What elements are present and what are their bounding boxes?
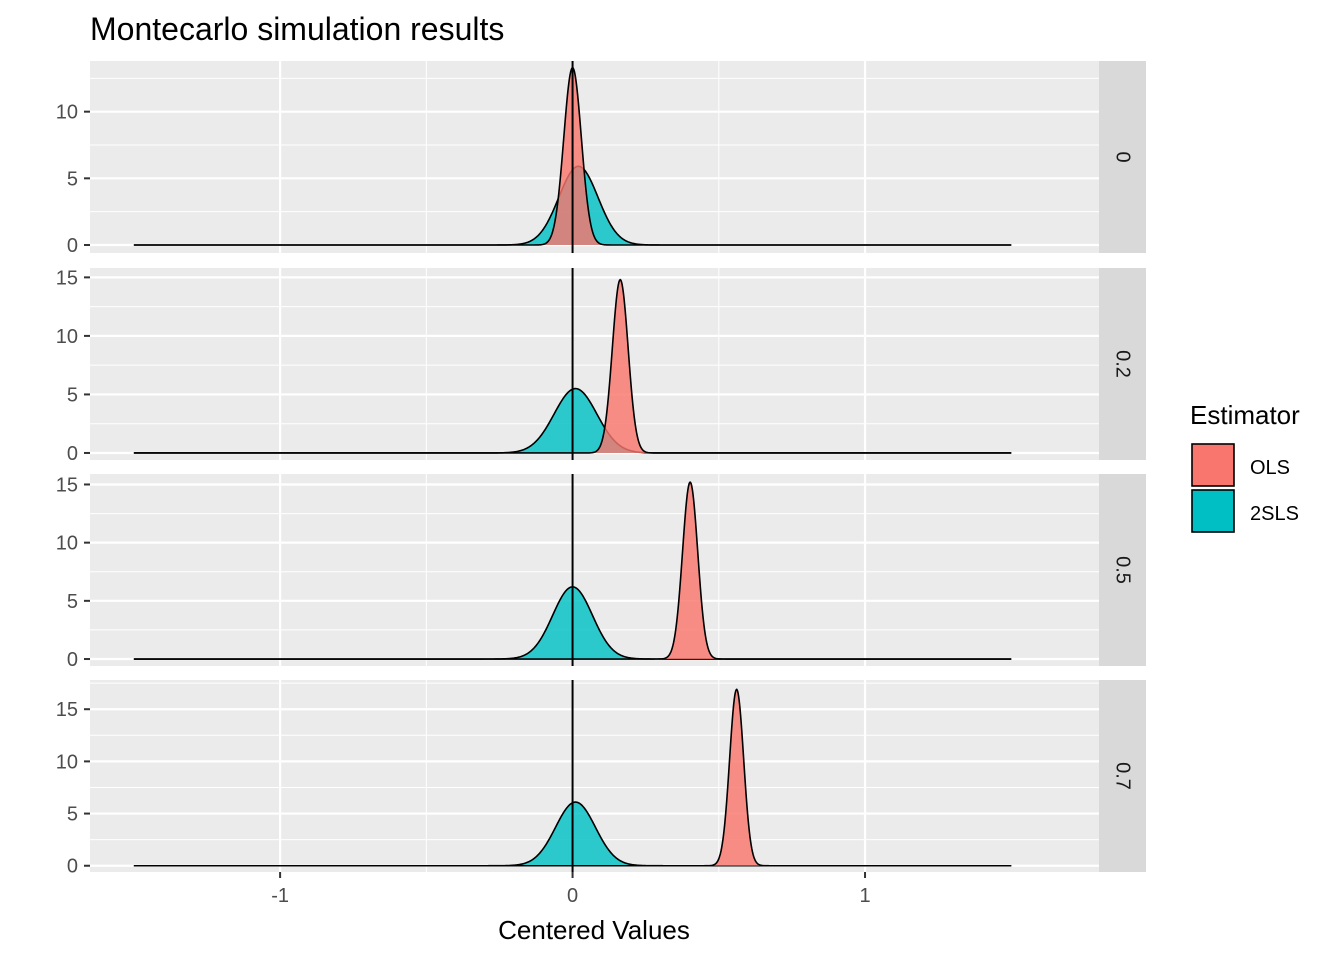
legend-label: 2SLS [1250, 503, 1299, 525]
legend-entries: OLS 2SLS [1191, 443, 1299, 533]
y-tick-label: 0 [67, 856, 78, 878]
facet-panel-0.2: 0 5 10 15 0.2 [56, 267, 1146, 465]
facet-strip-label: 0 [1112, 151, 1134, 162]
facet-strip-label: 0.7 [1112, 762, 1134, 790]
legend: Estimator OLS 2SLS [1190, 400, 1300, 533]
facet-strip-label: 0.2 [1112, 350, 1134, 378]
y-tick-label: 15 [56, 474, 78, 496]
facet-strip [1099, 680, 1146, 872]
y-tick-label: 5 [67, 168, 78, 190]
x-tick-label: 0 [567, 885, 578, 907]
y-tick-label: 15 [56, 267, 78, 289]
x-tick-label: 1 [859, 885, 870, 907]
facet-strip [1099, 474, 1146, 666]
legend-label: OLS [1250, 457, 1290, 479]
legend-entry-ols: OLS [1191, 443, 1290, 487]
facet-strip [1099, 61, 1146, 253]
y-tick-label: 10 [56, 533, 78, 555]
y-tick-label: 10 [56, 751, 78, 773]
facet-strip-label: 0.5 [1112, 556, 1134, 584]
legend-key [1191, 489, 1235, 533]
y-tick-label: 5 [67, 804, 78, 826]
y-tick-label: 5 [67, 384, 78, 406]
legend-title: Estimator [1190, 400, 1300, 430]
x-tick-label: -1 [271, 885, 289, 907]
facet-panel-0: 0 5 10 0 [56, 61, 1146, 257]
y-tick-label: 0 [67, 649, 78, 671]
x-axis: -1 0 1 [271, 872, 871, 907]
y-tick-label: 10 [56, 102, 78, 124]
y-tick-label: 15 [56, 699, 78, 721]
y-tick-label: 0 [67, 235, 78, 257]
facets: 0 5 10 0 0 5 10 15 0.2 0 5 10 15 0.5 0 5 10 15 0.7 [56, 61, 1146, 878]
y-tick-label: 5 [67, 591, 78, 613]
y-tick-label: 10 [56, 326, 78, 348]
facet-strip [1099, 268, 1146, 460]
facet-panel-0.5: 0 5 10 15 0.5 [56, 474, 1146, 671]
x-axis-title: Centered Values [498, 915, 690, 945]
y-tick-label: 0 [67, 443, 78, 465]
facet-panel-0.7: 0 5 10 15 0.7 [56, 680, 1146, 878]
chart-title: Montecarlo simulation results [90, 11, 504, 47]
legend-key [1191, 443, 1235, 487]
legend-entry-2sls: 2SLS [1191, 489, 1299, 533]
